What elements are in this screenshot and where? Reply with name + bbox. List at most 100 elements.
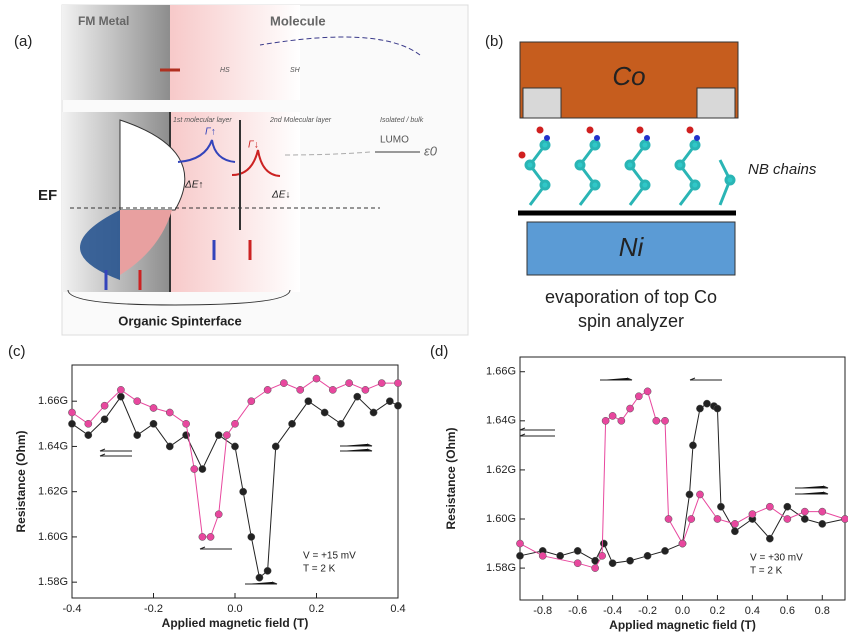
series-line	[520, 404, 845, 564]
gamma-label: Γ↓	[248, 140, 259, 151]
panel-b: (b) Co Ni NB chains evaporation of top C…	[485, 33, 817, 331]
data-point	[784, 515, 791, 522]
data-point	[766, 535, 773, 542]
data-point	[329, 386, 336, 393]
data-point	[117, 393, 124, 400]
data-point	[714, 405, 721, 412]
data-point	[272, 443, 279, 450]
x-axis-title: Applied magnetic field (T)	[609, 618, 756, 632]
data-point	[288, 420, 295, 427]
x-tick-label: 0.8	[815, 605, 830, 617]
data-point	[644, 388, 651, 395]
y-tick-label: 1.66G	[38, 395, 68, 407]
data-point	[248, 533, 255, 540]
region-label: FM Metal	[78, 14, 129, 28]
data-point	[749, 510, 756, 517]
thiol-label: SH	[290, 67, 301, 74]
chains-label: NB chains	[748, 161, 817, 178]
layer-label: 2nd Molecular layer	[269, 117, 332, 124]
data-point	[117, 386, 124, 393]
data-point	[600, 540, 607, 547]
x-tick-label: 0.6	[780, 605, 795, 617]
data-point	[150, 420, 157, 427]
y-tick-label: 1.64G	[38, 440, 68, 452]
data-point	[635, 393, 642, 400]
data-point	[686, 491, 693, 498]
data-point	[539, 552, 546, 559]
x-tick-label: 0.0	[675, 605, 690, 617]
gamma-label: Γ↑	[205, 127, 216, 138]
layer-label: 1st molecular layer	[173, 117, 232, 124]
data-point	[801, 515, 808, 522]
data-point	[653, 417, 660, 424]
data-point	[223, 432, 230, 439]
data-point	[199, 533, 206, 540]
data-point	[841, 515, 848, 522]
caption: spin analyzer	[578, 311, 684, 331]
data-point	[602, 417, 609, 424]
x-tick-label: 0.2	[710, 605, 725, 617]
lumo-label: LUMO	[380, 135, 409, 146]
data-point	[644, 552, 651, 559]
data-point	[819, 520, 826, 527]
nitrogen-atoms	[544, 135, 700, 141]
data-point	[354, 393, 361, 400]
data-point	[688, 515, 695, 522]
spacer	[523, 88, 561, 118]
data-point	[819, 508, 826, 515]
data-point	[199, 465, 206, 472]
data-point	[703, 400, 710, 407]
y-tick-label: 1.62G	[486, 464, 516, 476]
data-point	[248, 398, 255, 405]
y-tick-label: 1.58G	[486, 562, 516, 574]
data-point	[609, 560, 616, 567]
data-point	[101, 402, 108, 409]
panel-label: (d)	[430, 343, 448, 360]
data-point	[661, 547, 668, 554]
data-point	[134, 398, 141, 405]
data-point	[599, 552, 606, 559]
panel-a: (a) FM Metal Molecule HS SH 1st molecula…	[14, 5, 468, 335]
data-point	[574, 547, 581, 554]
panel-label: (b)	[485, 33, 503, 50]
caption: Organic Spinterface	[118, 313, 242, 328]
data-point	[516, 552, 523, 559]
figure: (a) FM Metal Molecule HS SH 1st molecula…	[0, 0, 848, 635]
annotation: T = 2 K	[750, 566, 783, 577]
y-axis-title: Resistance (Ohm)	[14, 430, 28, 532]
y-tick-label: 1.58G	[38, 576, 68, 588]
y-tick-label: 1.66G	[486, 366, 516, 378]
data-point	[183, 420, 190, 427]
data-point	[394, 402, 401, 409]
x-tick-label: 0.4	[390, 603, 405, 615]
annotation: V = +15 mV	[303, 551, 356, 562]
data-point	[321, 409, 328, 416]
x-tick-label: -0.8	[533, 605, 552, 617]
y-tick-label: 1.62G	[38, 486, 68, 498]
data-point	[696, 405, 703, 412]
data-point	[150, 404, 157, 411]
data-point	[305, 398, 312, 405]
x-tick-label: -0.4	[603, 605, 622, 617]
data-point	[362, 386, 369, 393]
y-tick-label: 1.64G	[486, 415, 516, 427]
x-axis-title: Applied magnetic field (T)	[162, 616, 309, 630]
data-point	[516, 540, 523, 547]
annotation: T = 2 K	[303, 564, 336, 575]
data-point	[256, 574, 263, 581]
y-tick-label: 1.60G	[486, 513, 516, 525]
data-point	[313, 375, 320, 382]
electrode-label: Co	[612, 61, 645, 91]
data-point	[240, 488, 247, 495]
spacer	[697, 88, 735, 118]
data-point	[337, 420, 344, 427]
data-point	[280, 379, 287, 386]
data-point	[766, 503, 773, 510]
data-point	[592, 564, 599, 571]
x-tick-label: -0.6	[568, 605, 587, 617]
data-point	[215, 432, 222, 439]
interface-region	[170, 112, 300, 292]
data-point	[231, 443, 238, 450]
x-tick-label: 0.2	[309, 603, 324, 615]
data-point	[85, 420, 92, 427]
